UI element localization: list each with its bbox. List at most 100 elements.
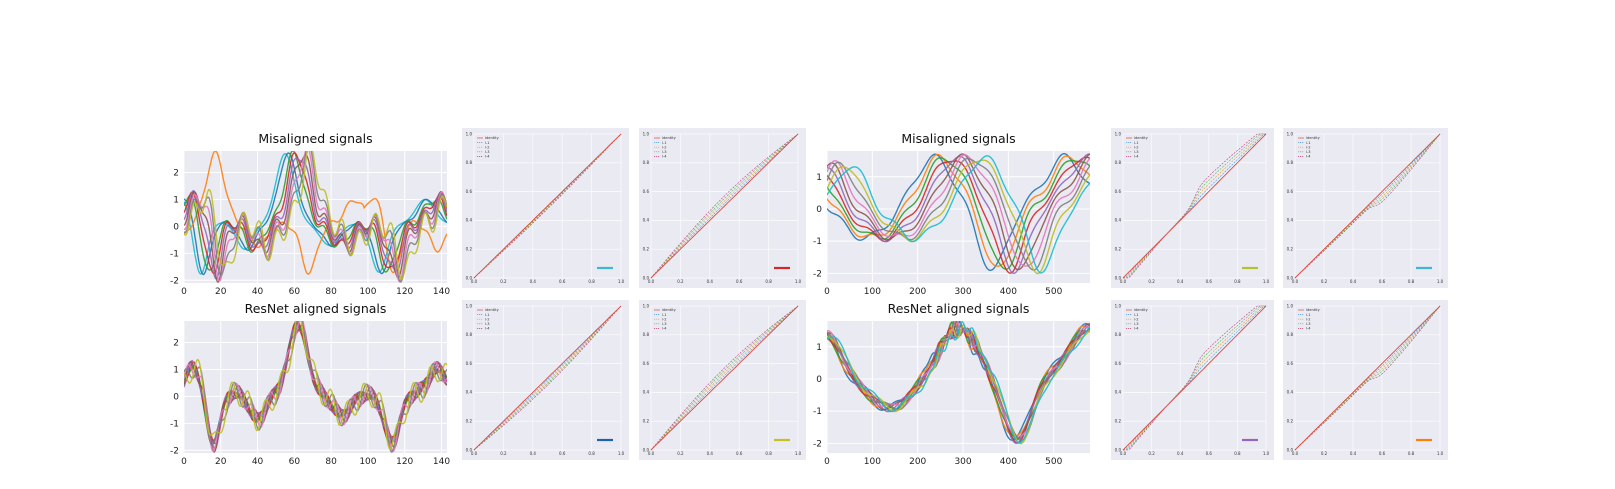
- x-tick-label: 100: [864, 287, 881, 297]
- legend-label: l-1: [485, 313, 490, 317]
- signal-panel-1: 0 20 40 60 80 100 120 140 -2 -1 0 1 2 Misaligned sign…: [170, 131, 450, 297]
- legend-label: l-4: [1306, 155, 1311, 159]
- x-tick-label: 0.4: [707, 279, 714, 284]
- y-tick-label: -1: [813, 237, 822, 247]
- y-tick-label: 0.2: [466, 419, 473, 424]
- x-tick-label: 0.2: [1321, 451, 1328, 456]
- warp-line: [650, 133, 799, 279]
- legend-label: l-1: [1134, 141, 1139, 145]
- warp-line: [650, 133, 799, 279]
- legend-label: l-3: [1306, 322, 1311, 326]
- y-tick-label: 0.8: [1115, 332, 1122, 337]
- legend-label: l-2: [662, 317, 667, 321]
- warp-line: [473, 133, 622, 279]
- x-tick-label: 0.8: [765, 279, 772, 284]
- x-tick-label: 0.0: [471, 279, 478, 284]
- y-tick-label: 0.2: [1287, 419, 1294, 424]
- warp-line: [473, 305, 622, 451]
- warp-line: [650, 133, 799, 279]
- warp-panel-1: 0.0 0.2 0.4 0.6 0.8 1.0 0.0 0.2 0.4 0.6 0.8 1.0 iden…: [462, 128, 629, 288]
- x-tick-label: 200: [909, 287, 926, 297]
- warp-line: [1122, 305, 1267, 451]
- x-tick-label: 0.2: [1321, 279, 1328, 284]
- x-tick-label: 0.0: [648, 451, 655, 456]
- legend-label: l-3: [1134, 150, 1139, 154]
- x-tick-label: 0.2: [500, 451, 507, 456]
- warp-panel-8: 0.0 0.2 0.4 0.6 0.8 1.0 0.0 0.2 0.4 0.6 0.8 1.0 iden…: [1283, 300, 1448, 460]
- signal-panel-4: 0 100 200 300 400 500 -2 -1 0 1 ResNet aligned sig…: [813, 301, 1090, 467]
- warp-line: [473, 305, 622, 451]
- x-tick-label: 400: [1000, 457, 1017, 467]
- series-group: [184, 321, 447, 453]
- x-tick-label: 0.2: [1148, 279, 1155, 284]
- y-tick-label: 1: [816, 343, 822, 353]
- warp-line: [1123, 133, 1266, 279]
- y-tick-label: -1: [170, 249, 179, 259]
- y-tick-label: 1: [173, 195, 179, 205]
- x-tick-label: 0.0: [1292, 279, 1299, 284]
- x-tick-label: 0.0: [471, 451, 478, 456]
- y-tick-label: 0.8: [1115, 160, 1122, 165]
- y-tick-label: 0.2: [1287, 247, 1294, 252]
- warp-line: [473, 305, 622, 451]
- legend-label: identity: [1134, 136, 1149, 140]
- x-tick-label: 0.6: [1206, 451, 1213, 456]
- x-tick-label: 100: [359, 457, 376, 467]
- x-tick-label: 0.0: [1120, 451, 1127, 456]
- signal-panel-3: 0 100 200 300 400 500 -2 -1 0 1 Misaligned signals: [813, 131, 1090, 297]
- x-tick-label: 100: [359, 287, 376, 297]
- legend-label: l-2: [662, 145, 667, 149]
- y-tick-label: 0.0: [1115, 447, 1122, 452]
- x-tick-label: 0.8: [1234, 279, 1241, 284]
- y-tick-label: 0.6: [643, 189, 650, 194]
- x-tick-label: 140: [433, 457, 450, 467]
- y-tick-label: 2: [173, 339, 179, 349]
- warp-panel-5: 0.0 0.2 0.4 0.6 0.8 1.0 0.0 0.2 0.4 0.6 0.8 1.0 iden…: [1111, 128, 1274, 288]
- warp-panel-6: 0.0 0.2 0.4 0.6 0.8 1.0 0.0 0.2 0.4 0.6 0.8 1.0 iden…: [1283, 128, 1448, 288]
- warp-panel-3: 0.0 0.2 0.4 0.6 0.8 1.0 0.0 0.2 0.4 0.6 0.8 1.0 iden…: [462, 300, 629, 460]
- x-tick-label: 40: [252, 287, 264, 297]
- signal-line: [184, 152, 447, 274]
- y-tick-label: 0.8: [1287, 332, 1294, 337]
- signal-line: [184, 152, 447, 276]
- y-tick-label: 1.0: [1287, 131, 1294, 136]
- x-tick-label: 0.8: [588, 451, 595, 456]
- x-tick-label: 0.8: [1408, 279, 1415, 284]
- x-tick-label: 1.0: [1263, 279, 1270, 284]
- signal-line: [827, 157, 1090, 270]
- warp-line: [1294, 305, 1441, 451]
- legend-label: l-4: [1134, 327, 1139, 331]
- y-tick-label: 0.4: [1287, 218, 1294, 223]
- x-tick-label: 300: [954, 457, 971, 467]
- signal-line: [827, 153, 1090, 267]
- y-tick-label: 0.6: [1115, 361, 1122, 366]
- legend-label: l-4: [485, 155, 490, 159]
- plot-background: [827, 321, 1090, 453]
- x-tick-label: 20: [215, 287, 227, 297]
- y-tick-label: 0.6: [643, 361, 650, 366]
- signal-line: [827, 154, 1090, 267]
- y-tick-label: 0.6: [1115, 189, 1122, 194]
- x-tick-label: 400: [1000, 287, 1017, 297]
- y-tick-label: 0.4: [1287, 390, 1294, 395]
- x-tick-label: 0.2: [677, 451, 684, 456]
- legend-label: identity: [1306, 136, 1321, 140]
- y-tick-label: -2: [170, 446, 179, 456]
- signal-line: [827, 324, 1090, 445]
- x-tick-label: 300: [954, 287, 971, 297]
- x-tick-label: 40: [252, 457, 264, 467]
- x-tick-label: 0.2: [500, 279, 507, 284]
- y-tick-label: 0.2: [1115, 247, 1122, 252]
- legend-label: l-1: [485, 141, 490, 145]
- x-tick-label: 0.4: [530, 451, 537, 456]
- y-tick-label: 1.0: [643, 303, 650, 308]
- y-tick-label: 0: [816, 205, 822, 215]
- legend-label: identity: [485, 136, 500, 140]
- warp-line: [1123, 133, 1266, 279]
- series-group: [827, 321, 1090, 445]
- x-tick-label: 120: [396, 287, 413, 297]
- y-tick-label: 0.0: [643, 447, 650, 452]
- y-tick-label: 1: [816, 173, 822, 183]
- warp-line: [650, 305, 799, 451]
- y-tick-label: 0.4: [643, 218, 650, 223]
